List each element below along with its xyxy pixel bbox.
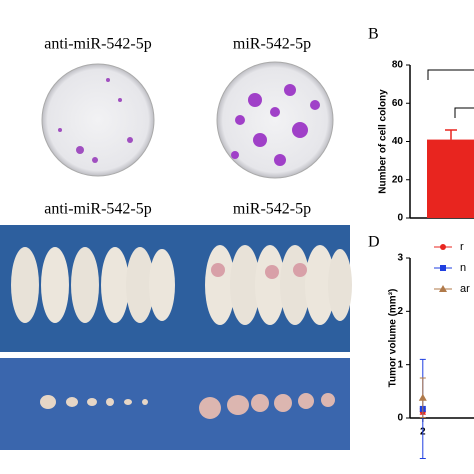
petri-dish-photo [41,61,334,179]
y-tick-label: 0 [397,413,403,424]
caption: anti-miR-542-5p [44,201,152,218]
y-tick-label: 80 [392,60,404,71]
y-tick-label: 2 [397,306,403,317]
y-tick-label: 20 [392,174,404,185]
panel-label: D [368,234,380,251]
significance-bracket [427,69,474,118]
bar [427,139,474,218]
legend-label: n [460,262,466,274]
legend-marker [439,285,447,292]
legend-marker [440,244,446,250]
legend-label: ar [460,283,470,295]
point [418,393,427,401]
legend-marker [440,265,446,271]
caption: miR-542-5p [233,201,311,218]
y-tick-label: 1 [397,359,403,370]
y-tick-label: 0 [397,213,403,224]
y-axis-label: Number of cell colony [378,89,389,194]
caption: miR-542-5p [233,36,311,53]
y-tick-label: 3 [397,253,403,264]
y-tick-label: 40 [392,136,404,147]
legend-label: r [460,241,464,253]
mice-photo [0,225,352,450]
caption: anti-miR-542-5p [44,36,152,53]
y-axis-label: Tumor volume (mm³) [388,289,399,388]
y-tick-label: 60 [392,98,404,109]
error-bar [445,129,457,140]
panel-label: B [368,26,379,43]
